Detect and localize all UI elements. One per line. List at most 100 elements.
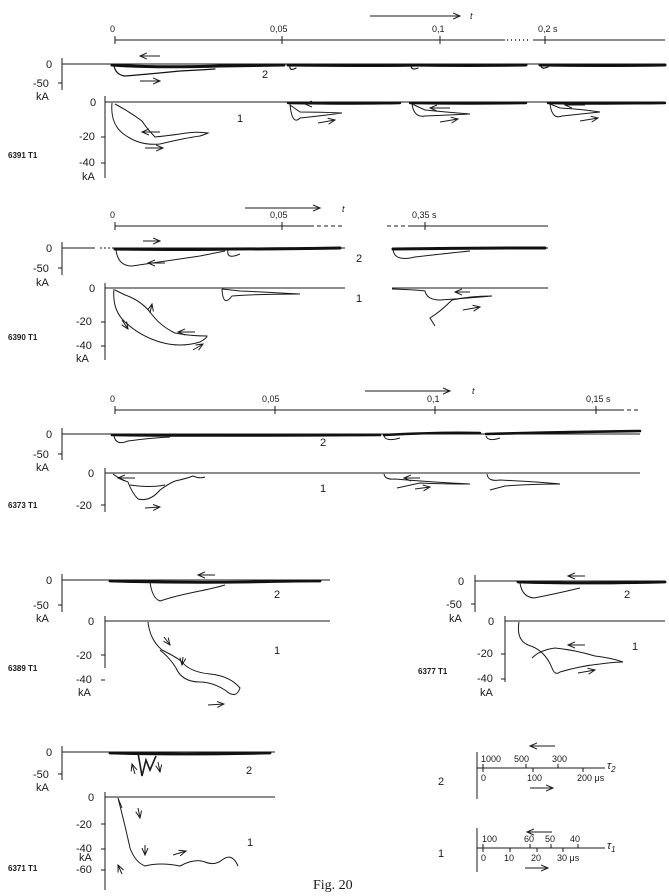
y-zero: 0 — [46, 429, 52, 441]
y-zero: 0 — [46, 59, 52, 71]
tau1-30: 30 μs — [557, 853, 580, 863]
y-m50: -50 — [446, 599, 462, 611]
y1-unit: kA — [480, 687, 494, 699]
tau2-symbol: τ2 — [607, 760, 616, 774]
tau2-0: 0 — [481, 773, 486, 783]
y-zero: 0 — [46, 575, 52, 587]
tau1-100: 100 — [482, 834, 497, 844]
curve-2-label: 2 — [274, 589, 280, 601]
y1-m40: -40 — [76, 843, 92, 855]
y-m50: -50 — [33, 263, 49, 275]
panel-id: 6391 T1 — [8, 151, 38, 160]
tick-0: 0 — [110, 210, 115, 220]
y1-zero: 0 — [88, 792, 94, 804]
panel-id: 6371 T1 — [8, 864, 38, 873]
tick-0: 0 — [110, 394, 115, 404]
tick-035s: 0,35 s — [412, 210, 437, 220]
tau1-10: 10 — [504, 853, 514, 863]
y1-m20: -20 — [477, 648, 493, 660]
y1-zero: 0 — [88, 616, 94, 628]
curve-2-label: 2 — [320, 437, 326, 449]
tick-005: 0,05 — [270, 210, 288, 220]
y1-zero: 0 — [88, 468, 94, 480]
tau1-0: 0 — [481, 853, 486, 863]
y-m50: -50 — [33, 78, 49, 90]
tau2-200: 200 μs — [577, 773, 605, 783]
y1-m20: -20 — [76, 650, 92, 662]
curve-1-label: 1 — [632, 641, 638, 653]
tick-02s: 0,2 s — [538, 24, 558, 34]
panel-6373: t 0 0,05 0,1 0,15 s 0 -50 kA 2 0 -20 1 6… — [8, 386, 642, 512]
y1-m40: -40 — [76, 340, 92, 352]
y1-unit: kA — [79, 852, 93, 864]
curve-1-label: 1 — [237, 113, 243, 125]
curve-1-label: 1 — [247, 837, 253, 849]
y-unit: kA — [36, 462, 50, 474]
panel-6391: t 0 0,05 0,1 0,2 s 0 -50 kA 2 0 -20 -40 … — [8, 11, 667, 183]
curve-2-label: 2 — [356, 253, 362, 265]
y-unit: kA — [36, 613, 50, 625]
panel-6377: 0 -50 kA 2 0 -20 -40 kA 1 6377 T1 — [418, 575, 667, 699]
scale-row-1: 1 — [438, 848, 444, 860]
y-unit: kA — [36, 91, 50, 103]
tau1-50: 50 — [545, 834, 555, 844]
y-zero: 0 — [458, 576, 464, 588]
curve-2-label: 2 — [262, 69, 268, 81]
y-unit: kA — [36, 782, 50, 794]
y1-unit: kA — [76, 353, 90, 365]
y1-zero: 0 — [90, 97, 96, 109]
panel-6371: 0 -50 kA 2 0 -20 -40 kA -60 1 6371 T1 — [8, 746, 275, 890]
y-unit: kA — [449, 613, 463, 625]
tau1-60: 60 — [524, 834, 534, 844]
y1-m40: -40 — [477, 673, 493, 685]
tau2-1000: 1000 — [481, 754, 501, 764]
curve-1-label: 1 — [320, 483, 326, 495]
y1-m20: -20 — [76, 500, 92, 512]
tau2-500: 500 — [514, 754, 529, 764]
figure-caption: Fig. 20 — [313, 878, 353, 893]
tau1-40: 40 — [570, 834, 580, 844]
tau-scales: 2 1000 500 300 0 100 200 μs τ2 1 100 60 … — [438, 746, 616, 872]
time-arrow-label: t — [472, 386, 475, 396]
tau1-20: 20 — [531, 853, 541, 863]
time-arrow-label: t — [342, 204, 345, 214]
y-unit: kA — [36, 277, 50, 289]
panel-6389: 0 -50 kA 2 0 -20 -40 kA 1 6389 T1 — [8, 574, 330, 705]
y-zero: 0 — [46, 747, 52, 759]
curve-2-label: 2 — [246, 765, 252, 777]
y1-m40: -40 — [76, 674, 92, 686]
y1-zero: 0 — [89, 283, 95, 295]
y1-m60: -60 — [76, 864, 92, 876]
tick-015s: 0,15 s — [586, 394, 611, 404]
tau2-100: 100 — [527, 773, 542, 783]
y-m50: -50 — [33, 769, 49, 781]
tick-01: 0,1 — [427, 394, 440, 404]
panel-6390: t 0 0,05 0,35 s 0 -50 kA 2 0 -20 -40 kA … — [8, 204, 548, 365]
time-arrow-label: t — [470, 11, 473, 21]
y-zero: 0 — [46, 243, 52, 255]
panel-id: 6377 T1 — [418, 667, 448, 676]
tick-005: 0,05 — [270, 24, 288, 34]
tau1-symbol: τ1 — [607, 840, 616, 854]
y1-unit: kA — [82, 171, 96, 183]
y1-unit: kA — [78, 687, 92, 699]
panel-id: 6373 T1 — [8, 501, 38, 510]
panel-id: 6389 T1 — [8, 664, 38, 673]
y-m50: -50 — [33, 600, 49, 612]
y1-m20: -20 — [79, 131, 95, 143]
curve-1-label: 1 — [356, 293, 362, 305]
tau2-300: 300 — [552, 754, 567, 764]
y1-m20: -20 — [76, 316, 92, 328]
y-m50: -50 — [33, 449, 49, 461]
tick-01: 0,1 — [432, 24, 445, 34]
scale-row-2: 2 — [438, 776, 444, 788]
y1-m40: -40 — [79, 157, 95, 169]
panel-id: 6390 T1 — [8, 333, 38, 342]
y1-zero: 0 — [488, 616, 494, 628]
tick-0: 0 — [110, 24, 115, 34]
curve-2-label: 2 — [624, 589, 630, 601]
curve-1-label: 1 — [274, 645, 280, 657]
y1-m20: -20 — [76, 819, 92, 831]
tick-005: 0,05 — [262, 394, 280, 404]
